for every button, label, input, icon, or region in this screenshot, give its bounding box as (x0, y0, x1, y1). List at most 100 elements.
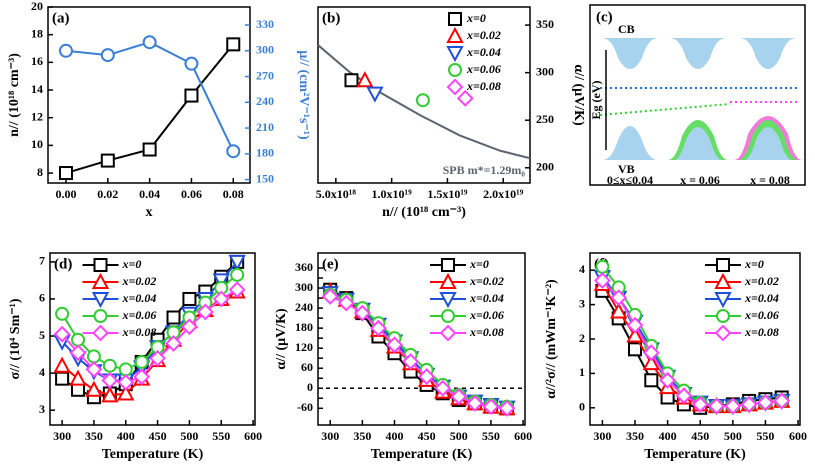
marker-circle (86, 349, 101, 364)
marker-diamond (659, 371, 677, 389)
vb-band (602, 126, 658, 160)
legend-marker (91, 292, 110, 309)
y-tick-label: 120 (295, 340, 313, 354)
legend-label: x=0.04 (466, 45, 501, 59)
legend-label: x=0.08 (469, 325, 504, 339)
marker-diamond (757, 394, 774, 412)
x-tick-label: 1.5x10¹⁹ (427, 187, 468, 201)
x-axis-label: Temperature (K) (371, 447, 473, 462)
y-tick-label: 360 (295, 260, 313, 274)
marker-diamond (450, 388, 468, 406)
vb-band (674, 127, 722, 160)
y-tick-label: 5 (39, 328, 45, 342)
legend-marker (441, 258, 455, 272)
x-tick-label: 300 (53, 429, 71, 443)
marker-triangle-up (626, 326, 644, 343)
marker-diamond (53, 325, 71, 343)
x-tick-label: 0.08 (223, 187, 244, 201)
y-tick-label: 7 (39, 254, 45, 268)
marker-circle (71, 332, 86, 347)
plot-frame (47, 6, 251, 184)
marker-square (184, 88, 199, 103)
marker-triangle-up (610, 302, 628, 319)
chart-panel: 0.00 0.02 0.04 0.06 0.08 8 10 12 14 16 18 20 150 180 2… (7, 0, 311, 220)
x-tick-label: 500 (450, 429, 468, 443)
marker-triangle-up (117, 384, 135, 401)
marker-diamond (402, 353, 419, 370)
chart-panel: 300 350 400 450 500 550 600 3 4 5 6 7 (d) Temperature… (8, 252, 262, 462)
x-tick-label: 350 (85, 429, 103, 443)
y2-tick-label: 270 (256, 68, 274, 82)
series-line (65, 41, 235, 152)
marker-diamond (773, 392, 791, 410)
legend-label: x=0.08 (122, 325, 157, 339)
marker-square (58, 166, 73, 181)
marker-diamond (498, 399, 516, 417)
marker-diamond (626, 316, 644, 334)
legend-marker (446, 78, 464, 96)
panel-label: (b) (322, 10, 340, 26)
y2-tick-label: 300 (256, 43, 274, 57)
chart-panel: 5.0x10¹⁸ 1.0x10¹⁹ 1.5x10¹⁹ 2.0x10¹⁹ 200 250 30… (316, 6, 586, 220)
x-tick-label: 400 (659, 429, 677, 443)
marker-circle (415, 93, 430, 108)
y-tick-label: 8 (37, 165, 43, 179)
eg-label: Eg (eV) (589, 81, 603, 120)
cb-band (740, 38, 796, 69)
panel-label: (c) (596, 9, 613, 25)
y-tick-label: 200 (536, 160, 554, 174)
y2-axis-label: μ// (cm²V⁻¹s⁻¹) (296, 50, 311, 140)
marker-square (628, 342, 642, 357)
x-tick-label: 2.0x10¹⁹ (483, 187, 524, 201)
x-tick-label: 450 (418, 429, 436, 443)
legend-label: x=0 (466, 11, 486, 25)
marker-diamond (165, 335, 182, 352)
legend-label: x=0.04 (469, 291, 504, 305)
marker-diamond (212, 290, 230, 308)
legend-label: x=0.08 (466, 79, 501, 93)
marker-diamond (386, 336, 403, 354)
x-tick-label: 500 (724, 429, 742, 443)
legend-label: x=0 (469, 257, 489, 271)
x-tick-label: 300 (593, 429, 611, 443)
legend-marker (441, 309, 455, 323)
legend-label: x=0.02 (466, 28, 501, 42)
marker-diamond (370, 319, 387, 337)
legend-label: x=0.06 (744, 308, 779, 322)
annotation: SPB m*=1.29m₀ (443, 163, 526, 177)
x-tick-label: 350 (626, 429, 644, 443)
marker-diamond (117, 373, 135, 391)
y2-tick-label: 330 (256, 17, 274, 31)
marker-circle (55, 306, 70, 321)
x-tick-label: 550 (212, 429, 230, 443)
y-axis-label: α// (μV/K) (274, 308, 289, 370)
marker-diamond (593, 272, 611, 289)
vb-edge-line (599, 103, 731, 116)
marker-diamond (337, 294, 355, 312)
marker-diamond (181, 318, 198, 336)
marker-diamond (724, 397, 742, 415)
x-tick-label: 450 (149, 429, 167, 443)
y-tick-label: 180 (295, 320, 313, 334)
marker-diamond (691, 395, 709, 413)
legend-marker (92, 324, 109, 342)
legend-marker (439, 272, 457, 289)
marker-diamond (69, 344, 87, 362)
schematic-panel: (c) CB VB Eg (eV) 0≤x≤0.04 x = 0.06 x = … (589, 4, 806, 187)
marker-diamond (675, 387, 693, 405)
plot-frame (317, 252, 526, 426)
marker-triangle-up (69, 369, 87, 386)
case-label: x = 0.08 (750, 173, 790, 187)
marker-diamond (708, 397, 725, 415)
legend-label: x=0.06 (122, 308, 157, 322)
legend-marker (439, 292, 457, 309)
legend-marker (448, 63, 462, 77)
y-tick-label: 3 (39, 402, 45, 416)
marker-square (644, 373, 659, 388)
marker-circle (230, 267, 245, 282)
model-curve (317, 44, 531, 160)
legend-marker (714, 292, 732, 309)
panel-label: (d) (54, 256, 72, 272)
y-tick-label: -60 (297, 400, 313, 414)
